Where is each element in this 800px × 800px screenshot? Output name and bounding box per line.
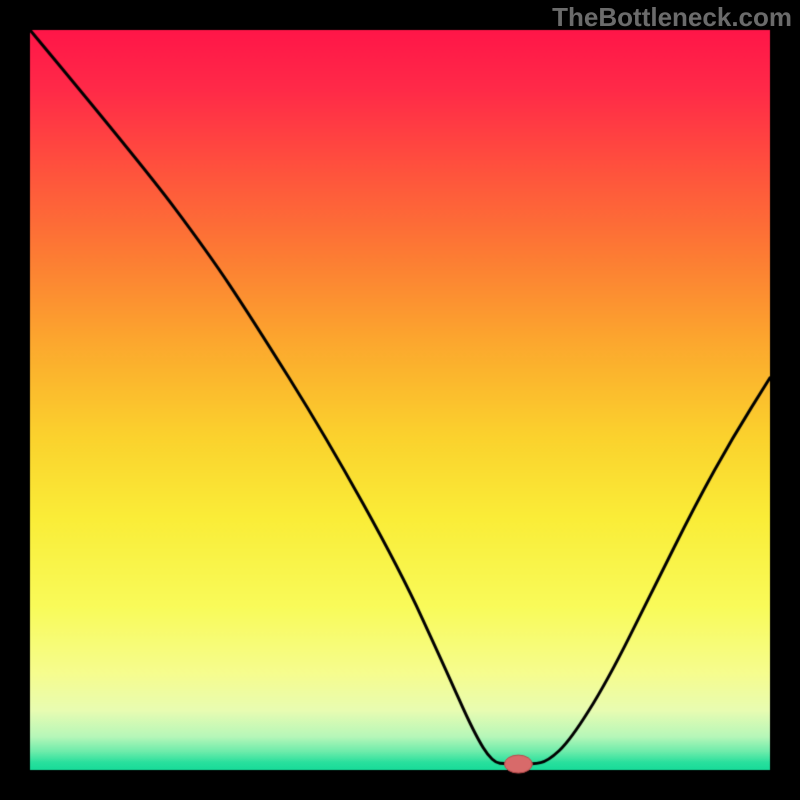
bottleneck-chart-canvas — [0, 0, 800, 800]
chart-stage: TheBottleneck.com — [0, 0, 800, 800]
